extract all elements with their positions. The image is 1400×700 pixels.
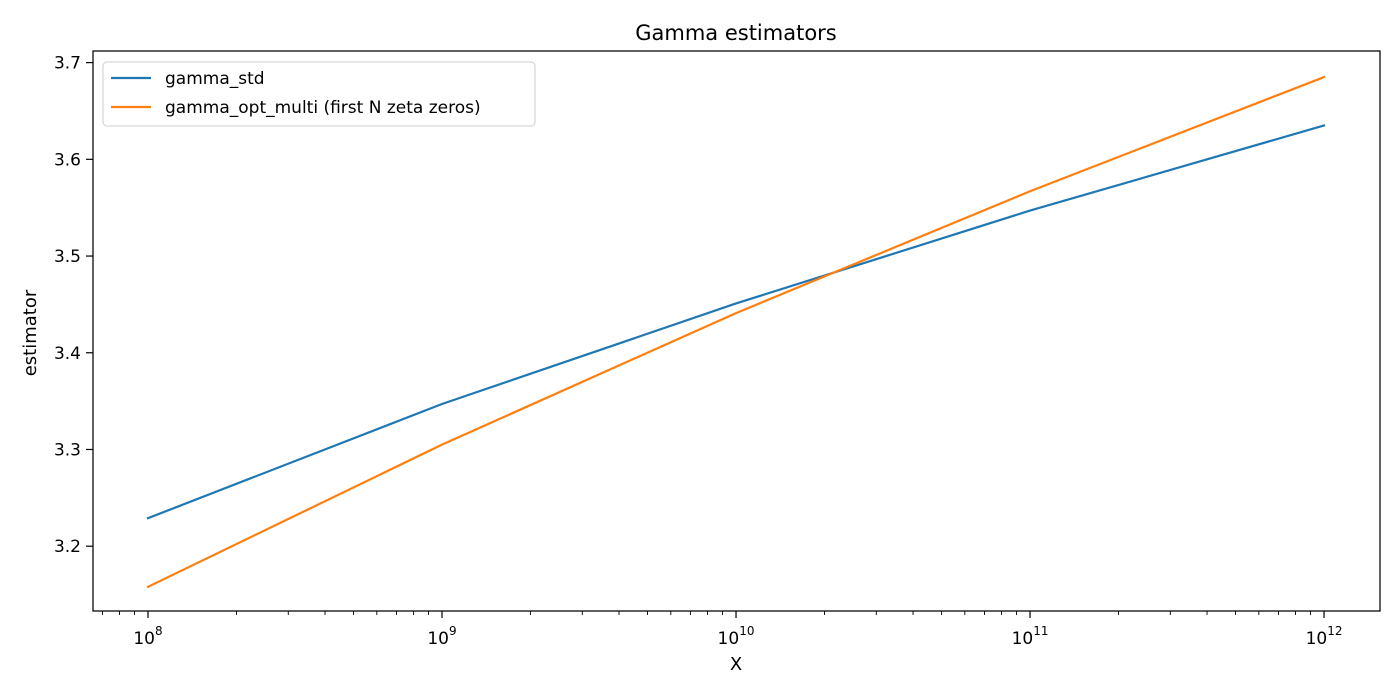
x-tick-label-4: 1012	[1306, 624, 1343, 649]
series-layer	[146, 75, 1326, 589]
y-tick-label-1: 3.3	[54, 440, 81, 460]
x-axis-label: X	[730, 654, 742, 675]
legend-label-gamma-std: gamma_std	[165, 69, 265, 89]
y-tick-label-4: 3.6	[54, 150, 81, 170]
legend: gamma_std gamma_opt_multi (first N zeta …	[102, 61, 536, 127]
y-tick-label-3: 3.5	[54, 247, 81, 267]
legend-box	[102, 61, 536, 127]
x-tick-label-2: 1010	[718, 624, 755, 649]
y-tick-label-2: 3.4	[54, 344, 81, 364]
series-line-1	[146, 75, 1326, 589]
y-tick-label-0: 3.2	[54, 537, 81, 557]
x-tick-label-0: 108	[133, 624, 162, 649]
chart-title: Gamma estimators	[635, 21, 837, 45]
x-tick-label-3: 1011	[1012, 624, 1049, 649]
y-axis-label: estimator	[20, 289, 41, 376]
legend-label-gamma-opt-multi: gamma_opt_multi (first N zeta zeros)	[165, 98, 481, 118]
series-line-0	[146, 124, 1326, 520]
y-axis: 3.2 3.3 3.4 3.5 3.6 3.7	[54, 54, 93, 557]
x-axis: 108 109 1010 1011 1012	[102, 611, 1343, 649]
x-tick-label-1: 109	[427, 624, 456, 649]
y-tick-label-5: 3.7	[54, 54, 81, 74]
